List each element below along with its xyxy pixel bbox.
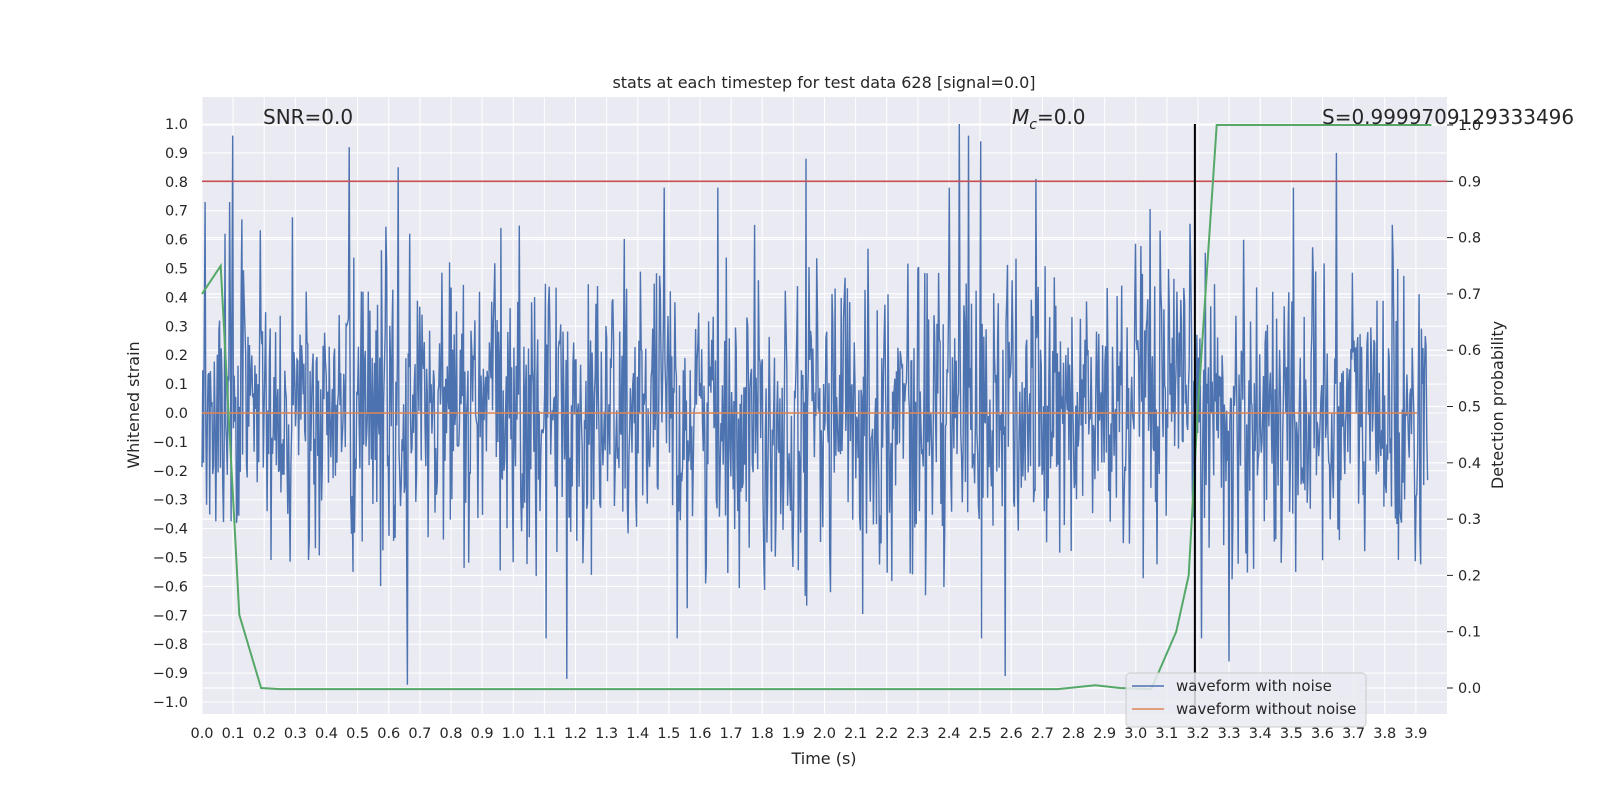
y-tick-label: −1.0 (153, 695, 188, 711)
y-tick-label: −0.3 (153, 493, 188, 509)
legend-label-noise: waveform with noise (1176, 677, 1332, 695)
y-tick-label: −0.6 (153, 579, 188, 595)
x-tick-label: 1.8 (751, 726, 774, 742)
x-axis-label: Time (s) (790, 749, 856, 768)
y2-tick-label: 0.2 (1458, 568, 1481, 584)
x-tick-label: 3.3 (1218, 726, 1241, 742)
x-tick-label: 3.2 (1186, 726, 1209, 742)
x-tick-label: 0.6 (377, 726, 400, 742)
y-tick-label: 0.9 (165, 146, 188, 162)
y-tick-labels: 1.0 0.9 0.8 0.7 0.6 0.5 0.4 0.3 0.2 0.1 0.0 −0.1 −0.… (153, 117, 188, 711)
x-tick-label: 1.4 (626, 726, 649, 742)
y-tick-label: −0.4 (153, 522, 188, 538)
y-tick-label: −0.8 (153, 637, 188, 653)
x-tick-label: 2.3 (906, 726, 929, 742)
x-tick-label: 1.7 (720, 726, 743, 742)
y2-tick-label: 0.7 (1458, 287, 1481, 303)
y-tick-label: 0.1 (165, 377, 188, 393)
x-tick-labels: 0.0 0.1 0.2 0.3 0.4 0.5 0.6 0.7 0.8 0.9 1.0 1.1 1.2 1… (190, 726, 1427, 742)
score-annotation: S=0.9999709129333496 (1322, 105, 1574, 129)
x-tick-label: 0.8 (439, 726, 462, 742)
x-tick-label: 0.0 (190, 726, 213, 742)
y2-tick-label: 0.3 (1458, 512, 1481, 528)
x-tick-label: 2.4 (937, 726, 960, 742)
x-tick-label: 0.1 (222, 726, 245, 742)
y2-tick-label: 0.5 (1458, 400, 1481, 416)
chirp-mass-annotation: Mc=0.0 (1012, 105, 1086, 133)
x-tick-label: 2.9 (1093, 726, 1116, 742)
x-tick-label: 1.0 (502, 726, 525, 742)
y2-tick-label: 0.4 (1458, 456, 1481, 472)
x-tick-label: 2.0 (813, 726, 836, 742)
x-tick-label: 3.4 (1249, 726, 1272, 742)
x-tick-label: 1.3 (595, 726, 618, 742)
chirp-mass-symbol: M (1012, 105, 1029, 129)
y-tick-label: 0.0 (165, 406, 188, 422)
x-tick-label: 2.7 (1031, 726, 1054, 742)
chart-title: stats at each timestep for test data 628… (612, 73, 1035, 92)
x-tick-label: 3.0 (1124, 726, 1147, 742)
x-tick-label: 1.9 (782, 726, 805, 742)
chirp-mass-value: =0.0 (1037, 105, 1086, 129)
y2-tick-label: 0.6 (1458, 343, 1481, 359)
x-tick-label: 0.2 (253, 726, 276, 742)
x-tick-label: 3.8 (1373, 726, 1396, 742)
y2-tick-label: 0.9 (1458, 174, 1481, 190)
y-tick-label: −0.5 (153, 551, 188, 567)
legend-label-clean: waveform without noise (1176, 700, 1356, 718)
y-tick-label: 0.8 (165, 175, 188, 191)
waveform-with-noise-line (201, 123, 1429, 685)
y-tick-label: 0.2 (165, 348, 188, 364)
x-tick-label: 3.9 (1404, 726, 1427, 742)
x-tick-label: 3.7 (1342, 726, 1365, 742)
y-tick-label: 1.0 (165, 117, 188, 133)
x-tick-label: 1.1 (533, 726, 556, 742)
y-tick-label: −0.9 (153, 666, 188, 682)
y-axis-label: Whitened strain (124, 341, 143, 468)
chirp-mass-subscript: c (1029, 117, 1037, 133)
y2-tick-label: 0.0 (1458, 681, 1481, 697)
x-tick-label: 3.1 (1155, 726, 1178, 742)
x-tick-label: 0.3 (284, 726, 307, 742)
y-tick-label: 0.4 (165, 290, 188, 306)
y-tick-label: 0.6 (165, 233, 188, 249)
x-tick-label: 1.2 (564, 726, 587, 742)
y-tick-label: −0.2 (153, 464, 188, 480)
y-tick-label: 0.3 (165, 319, 188, 335)
y2-tick-labels: 1.0 0.9 0.8 0.7 0.6 0.5 0.4 0.3 0.2 0.1 0.0 (1447, 118, 1481, 697)
x-tick-label: 2.5 (969, 726, 992, 742)
y2-tick-label: 1.0 (1458, 118, 1481, 134)
waveform-with-noise-series (201, 123, 1429, 685)
y2-tick-label: 0.8 (1458, 231, 1481, 247)
x-tick-label: 0.7 (408, 726, 431, 742)
detection-probability-line (201, 124, 1432, 691)
x-tick-label: 0.5 (346, 726, 369, 742)
x-tick-label: 1.6 (688, 726, 711, 742)
y-tick-label: −0.7 (153, 608, 188, 624)
x-tick-label: 3.6 (1311, 726, 1334, 742)
overlay-lines (201, 124, 1447, 714)
y-tick-label: −0.1 (153, 435, 188, 451)
x-tick-label: 2.1 (844, 726, 867, 742)
x-tick-label: 3.5 (1280, 726, 1303, 742)
x-tick-label: 2.6 (1000, 726, 1023, 742)
legend: waveform with noise waveform without noi… (1125, 672, 1367, 728)
y-tick-label: 0.5 (165, 262, 188, 278)
snr-annotation: SNR=0.0 (263, 105, 353, 129)
legend-box (1125, 672, 1367, 728)
y2-tick-label: 0.1 (1458, 625, 1481, 641)
x-tick-label: 0.4 (315, 726, 338, 742)
x-tick-label: 1.5 (657, 726, 680, 742)
y2-axis-label: Detection probability (1488, 321, 1507, 489)
x-tick-label: 2.8 (1062, 726, 1085, 742)
x-tick-label: 2.2 (875, 726, 898, 742)
x-tick-label: 0.9 (471, 726, 494, 742)
y-tick-label: 0.7 (165, 204, 188, 220)
